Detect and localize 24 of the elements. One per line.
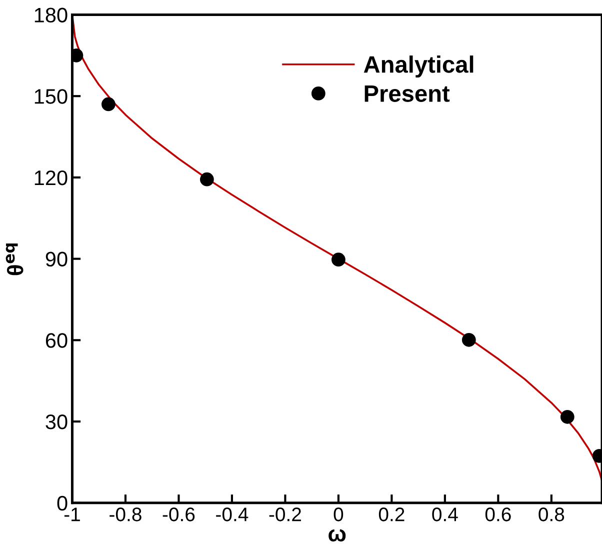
point	[102, 97, 116, 112]
x-tick-label: 0.8	[538, 508, 564, 522]
y-tick-label: 150	[34, 89, 68, 104]
x-tick-label: 0	[334, 508, 344, 522]
y-tick-label: 180	[34, 8, 68, 22]
x-tick-label: 0.6	[485, 508, 511, 522]
x-tick-label: -0.8	[110, 508, 142, 522]
y-tick-label: 120	[34, 170, 68, 186]
point	[462, 332, 476, 347]
legend-label: Present	[364, 85, 450, 102]
x-tick-label: -0.6	[162, 508, 195, 522]
x-tick-label: -0.2	[269, 508, 301, 522]
y-tick-label: 60	[46, 333, 68, 348]
y-tick-label: 30	[46, 414, 68, 430]
x-axis-title: ω	[328, 529, 346, 542]
x-tick-label: -0.4	[216, 508, 248, 522]
x-tick-label: 0.2	[378, 508, 404, 522]
point	[332, 252, 346, 267]
legend-label: Analytical	[364, 56, 474, 78]
x-tick-label: 0.4	[432, 508, 458, 522]
point	[560, 410, 574, 424]
y-axis-title: θ$^{eq}$	[6, 244, 24, 276]
y-tick-label: 90	[46, 252, 68, 267]
point	[200, 172, 214, 186]
